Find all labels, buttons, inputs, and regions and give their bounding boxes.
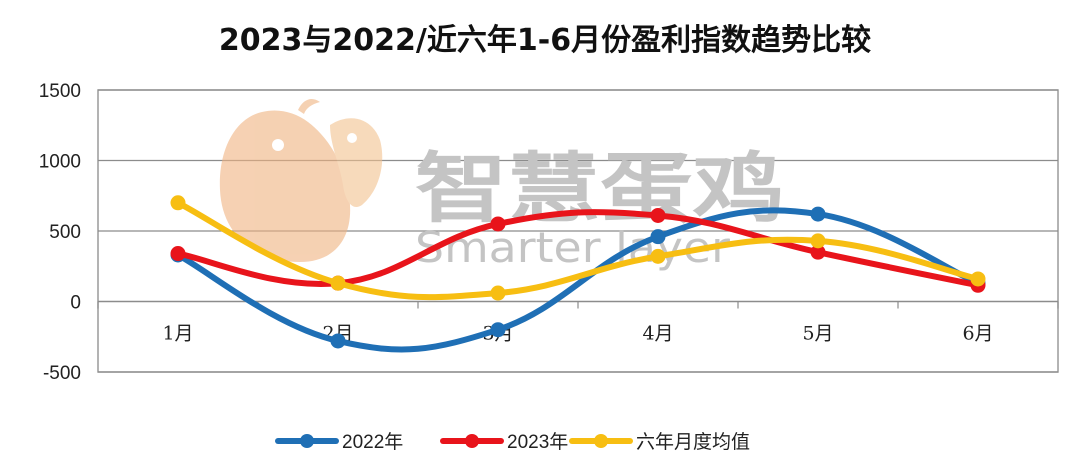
data-point <box>330 275 346 291</box>
data-point <box>810 206 826 222</box>
legend-label: 2022年 <box>342 431 403 453</box>
legend-marker <box>465 434 479 448</box>
data-point <box>490 216 506 232</box>
legend: 2022年 2023年 六年月度均值 <box>275 431 750 453</box>
y-tick-label: -500 <box>43 363 81 384</box>
legend-label: 六年月度均值 <box>636 431 750 453</box>
data-point <box>970 271 986 287</box>
legend-item-2: 六年月度均值 <box>569 431 750 453</box>
chart-title: 2023与2022/近六年1-6月份盈利指数趋势比较 <box>219 23 871 58</box>
x-tick-label: 5月 <box>802 323 833 345</box>
watermark: 智慧蛋鸡 Smarter layer <box>219 98 785 272</box>
data-point <box>170 195 186 211</box>
data-point <box>490 322 506 338</box>
data-point <box>650 207 666 223</box>
data-point <box>650 248 666 264</box>
x-tick-label: 1月 <box>162 323 193 345</box>
series-line <box>175 207 981 353</box>
legend-item-0: 2022年 <box>275 431 403 453</box>
series-2 <box>170 195 986 301</box>
y-axis-ticks: 1500 1000 500 0 -500 <box>39 81 81 384</box>
series <box>170 195 986 353</box>
series-line <box>175 209 981 289</box>
data-point <box>650 229 666 245</box>
y-tick-label: 500 <box>49 222 81 243</box>
data-point <box>170 246 186 262</box>
legend-marker <box>300 434 314 448</box>
data-point <box>330 333 346 349</box>
watermark-cn: 智慧蛋鸡 <box>415 144 785 233</box>
y-tick-label: 1000 <box>39 152 81 173</box>
series-line <box>175 199 981 301</box>
legend-marker <box>594 434 608 448</box>
y-tick-label: 0 <box>70 293 81 314</box>
data-point <box>490 285 506 301</box>
x-tick-label: 4月 <box>642 323 673 345</box>
chick-logo-icon <box>219 98 383 262</box>
data-point <box>810 233 826 249</box>
x-tick-label: 6月 <box>962 323 993 345</box>
y-tick-label: 1500 <box>39 81 81 102</box>
data-point <box>810 244 826 260</box>
legend-label: 2023年 <box>507 431 568 453</box>
legend-item-1: 2023年 <box>440 431 568 453</box>
